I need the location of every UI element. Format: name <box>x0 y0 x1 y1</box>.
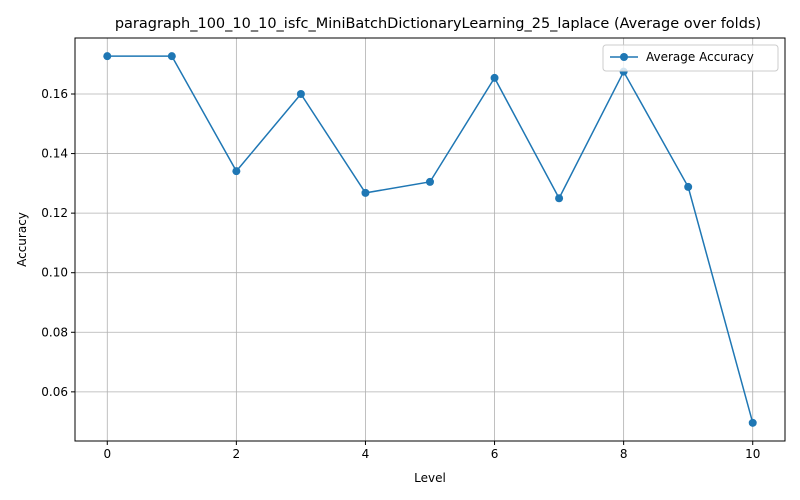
x-axis-label: Level <box>414 471 446 485</box>
data-point <box>232 167 241 176</box>
y-tick-label: 0.10 <box>41 266 68 280</box>
x-tick-label: 0 <box>103 447 111 461</box>
data-point <box>555 194 564 203</box>
x-tick-label: 6 <box>491 447 499 461</box>
data-point <box>490 73 499 82</box>
y-axis-ticks: 0.06 0.08 0.10 0.12 0.14 0.16 <box>41 87 75 399</box>
chart-title: paragraph_100_10_10_isfc_MiniBatchDictio… <box>115 16 761 32</box>
y-tick-label: 0.12 <box>41 206 68 220</box>
y-tick-label: 0.06 <box>41 385 68 399</box>
legend-marker <box>620 53 628 61</box>
data-point <box>167 52 176 61</box>
data-point <box>361 188 370 197</box>
y-tick-label: 0.14 <box>41 147 68 161</box>
x-tick-label: 4 <box>362 447 370 461</box>
y-tick-label: 0.08 <box>41 325 68 339</box>
data-point <box>103 52 112 61</box>
data-point <box>748 418 757 427</box>
data-point <box>296 89 305 98</box>
data-point <box>426 177 434 186</box>
legend-box <box>602 44 779 72</box>
x-tick-label: 10 <box>745 447 760 461</box>
y-tick-label: 0.16 <box>41 87 68 101</box>
plot-frame <box>74 37 786 442</box>
legend: Average Accuracy <box>602 44 779 72</box>
series-layer <box>103 52 757 427</box>
y-axis-label: Accuracy <box>15 212 29 267</box>
x-axis-ticks: 0 2 4 6 8 10 <box>103 441 760 461</box>
x-tick-label: 2 <box>233 447 241 461</box>
data-point <box>684 182 693 191</box>
x-tick-label: 8 <box>620 447 628 461</box>
legend-label: Average Accuracy <box>646 50 754 64</box>
